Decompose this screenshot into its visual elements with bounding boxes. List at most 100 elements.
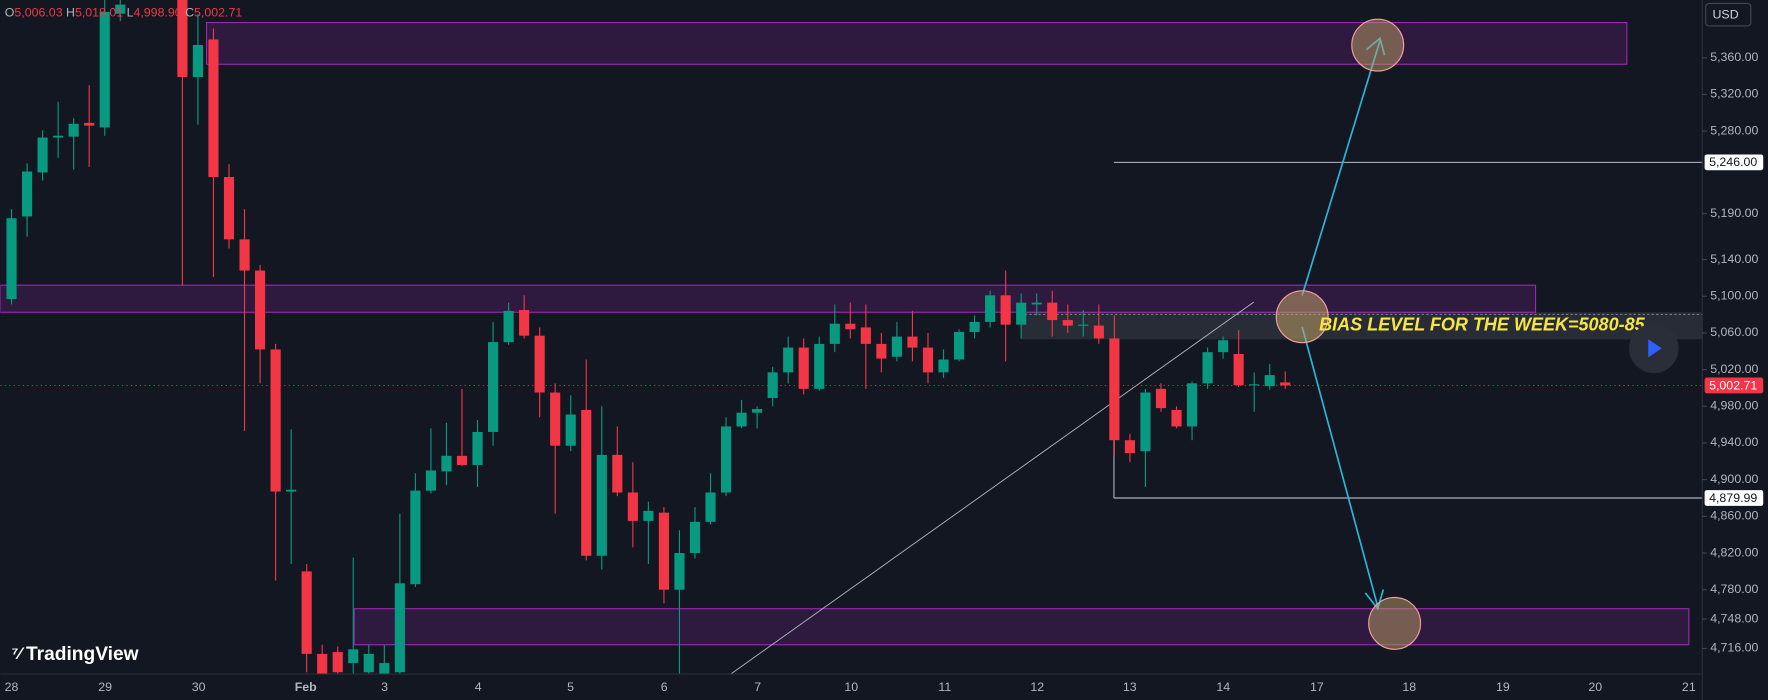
candle-body [1218,340,1229,353]
candle-body [239,239,250,271]
candle-body [254,270,266,350]
zone-top [205,21,1628,65]
candle-body [953,331,965,360]
y-tick-label: 4,980.00 [1710,399,1758,413]
candle-body [441,455,452,472]
candle-body [99,11,110,128]
currency[interactable]: USD [1713,7,1739,21]
candle-body [472,431,483,465]
candles [6,0,1291,675]
candle-body [612,454,623,493]
ohlc-label: H [66,6,75,20]
target-circle [1368,596,1422,650]
price-label-box [1704,377,1764,394]
candle-body [829,323,840,344]
y-tick-label: 4,900.00 [1710,472,1758,486]
ohlc-value: 5,018.01 [75,6,123,20]
candle-body [720,426,732,493]
y-tick-label: 4,780.00 [1710,582,1758,596]
y-tick-label: 4,748.00 [1710,611,1758,625]
candle-body [627,492,638,521]
y-tick-label: 4,820.00 [1710,545,1758,559]
candle-body [581,409,592,556]
candle-body [643,510,654,521]
x-tick-label: 19 [1496,680,1510,694]
x-tick-label: 3 [381,680,388,694]
x-tick-label: 20 [1588,680,1602,694]
candle-body [814,343,825,389]
candle-body [596,454,607,556]
price-label: 4,879.99 [1709,491,1757,505]
candle-body [798,347,809,389]
y-tick-label: 4,940.00 [1710,435,1758,449]
y-tick-label: 5,020.00 [1710,362,1758,376]
logo-mark: ⁷⁄ [12,644,26,663]
candle-body [736,412,747,427]
ohlc-label: L [127,6,134,20]
candle-body [689,521,701,554]
candle-body [115,4,126,14]
candle-body [1124,440,1135,454]
candle-body [1249,384,1260,386]
candle-body [317,653,328,675]
candle-body [705,492,716,522]
x-tick-label: 6 [661,680,668,694]
candle-body [845,323,856,330]
ohlc-label: C [185,6,194,20]
candle-body [84,122,95,126]
candle-body [1062,320,1073,326]
ohlc-header: O5,006.03 H5,018.01 L4,998.90 C5,002.71 [5,6,243,20]
x-tick-label: 7 [754,680,761,694]
arrow-up [1301,40,1381,296]
x-tick-label: 13 [1123,680,1137,694]
play-icon[interactable] [1648,339,1662,358]
candle-body [487,342,499,432]
x-tick-label: 18 [1402,680,1416,694]
candle-body [658,512,669,590]
candle-body [503,310,514,343]
targets [1275,18,1422,650]
logo: ⁷⁄ TradingView [12,644,139,665]
y-tick-label: 5,280.00 [1710,123,1758,137]
candle-body [177,0,188,78]
candle-body [860,327,871,344]
y-tick-label: 5,140.00 [1710,252,1758,266]
candle-body [208,39,219,178]
y-tick-label: 5,320.00 [1710,87,1758,101]
target-circle [1275,290,1329,344]
arrow-down [1301,326,1379,607]
candle-body [1280,382,1291,386]
currency-box[interactable] [1705,2,1752,27]
candle-body [1233,354,1244,386]
candle-body [37,137,48,173]
candle-body [363,653,374,673]
candle-body [410,490,421,585]
price-label: 5,002.71 [1709,378,1757,392]
candle-body [53,135,64,138]
annotation: BIAS LEVEL FOR THE WEEK=5080-85 [1319,315,1646,335]
candle-body [425,470,436,491]
candle-body [550,392,561,446]
candle-body [332,652,343,673]
y-tick-label: 4,860.00 [1710,509,1758,523]
candle-body [565,414,576,446]
y-tick-label: 5,060.00 [1710,325,1758,339]
candle-body [1047,302,1058,321]
candle-body [192,44,204,78]
x-tick-label: 11 [938,680,951,694]
x-tick-label: 28 [5,680,19,694]
candle-body [68,123,79,137]
candle-body [1078,324,1089,326]
x-tick-label: 10 [844,680,858,694]
y-tick-label: 4,716.00 [1710,641,1758,655]
candle-body [1000,295,1011,325]
candle-body [456,455,468,465]
x-tick-label: 4 [475,680,482,694]
candle-body [752,409,763,413]
x-tick-label: 14 [1216,680,1230,694]
ohlc-label: O [5,6,15,20]
candle-body [270,349,281,492]
candle-body [969,321,980,332]
